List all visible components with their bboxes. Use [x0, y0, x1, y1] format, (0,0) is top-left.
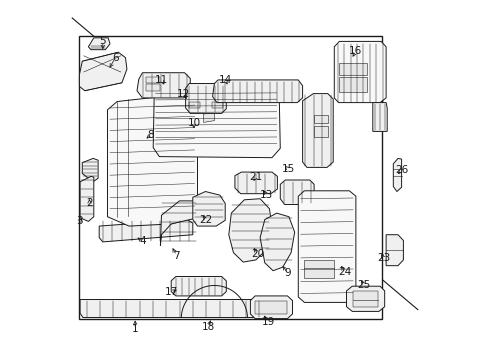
Polygon shape [80, 300, 266, 318]
Polygon shape [193, 192, 225, 226]
Polygon shape [189, 102, 200, 108]
Polygon shape [137, 73, 190, 98]
Text: 16: 16 [349, 46, 363, 56]
Text: 21: 21 [249, 172, 263, 182]
Text: 24: 24 [339, 267, 352, 277]
Text: 18: 18 [202, 322, 215, 332]
Text: 11: 11 [155, 75, 168, 85]
Polygon shape [186, 84, 226, 113]
Text: 15: 15 [282, 164, 295, 174]
Polygon shape [339, 63, 368, 75]
Polygon shape [250, 296, 293, 319]
Text: 17: 17 [165, 287, 178, 297]
Text: 7: 7 [173, 251, 180, 261]
Polygon shape [99, 220, 193, 242]
Text: 26: 26 [395, 165, 408, 175]
Polygon shape [393, 158, 402, 192]
Polygon shape [373, 103, 387, 131]
Text: 4: 4 [139, 236, 146, 246]
Polygon shape [82, 158, 98, 182]
Text: 20: 20 [251, 249, 264, 259]
Polygon shape [314, 126, 328, 137]
Polygon shape [160, 201, 197, 246]
Text: 12: 12 [177, 89, 191, 99]
Text: 1: 1 [132, 324, 139, 334]
Text: 14: 14 [219, 75, 232, 85]
Text: 25: 25 [357, 280, 370, 290]
Polygon shape [304, 260, 334, 278]
Polygon shape [229, 199, 272, 262]
Polygon shape [146, 77, 160, 83]
Text: 2: 2 [86, 198, 93, 208]
Polygon shape [153, 84, 280, 158]
Polygon shape [107, 94, 197, 226]
Text: 3: 3 [76, 216, 83, 226]
Polygon shape [80, 176, 94, 221]
Text: 6: 6 [112, 53, 119, 63]
Text: 23: 23 [377, 253, 390, 264]
Polygon shape [260, 213, 294, 271]
Text: 5: 5 [99, 36, 106, 46]
Polygon shape [339, 77, 368, 92]
Text: 13: 13 [260, 190, 273, 200]
Polygon shape [386, 235, 403, 266]
Polygon shape [298, 191, 356, 302]
Text: 9: 9 [284, 268, 291, 278]
Polygon shape [280, 180, 314, 204]
Polygon shape [303, 94, 333, 167]
Polygon shape [79, 36, 382, 319]
Polygon shape [212, 102, 222, 108]
Text: 8: 8 [147, 130, 154, 140]
Text: 10: 10 [187, 118, 200, 128]
Polygon shape [88, 38, 110, 50]
Text: 22: 22 [199, 215, 212, 225]
Text: 19: 19 [262, 317, 275, 327]
Polygon shape [314, 115, 328, 123]
Polygon shape [235, 172, 277, 194]
Polygon shape [204, 112, 215, 122]
Polygon shape [171, 276, 226, 296]
Polygon shape [213, 80, 303, 103]
Polygon shape [79, 52, 127, 91]
Polygon shape [334, 41, 386, 103]
Polygon shape [346, 286, 385, 311]
Polygon shape [353, 291, 378, 307]
Polygon shape [255, 301, 288, 314]
Polygon shape [146, 84, 160, 91]
